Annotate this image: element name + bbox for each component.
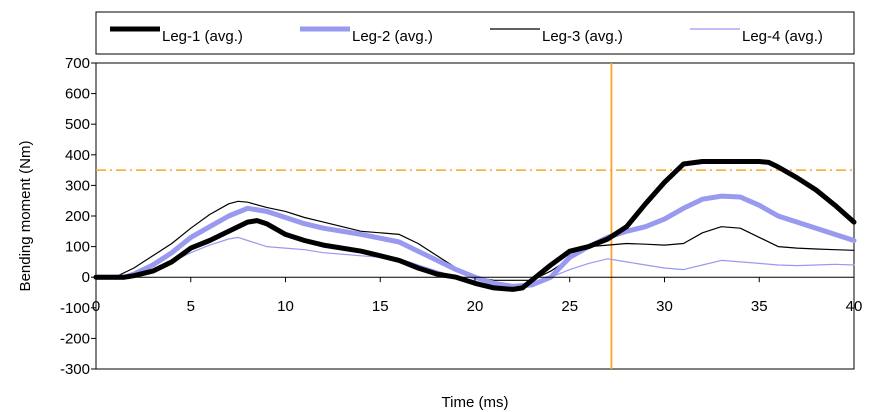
x-tick-label: 15	[372, 298, 389, 315]
y-tick-label: 200	[65, 208, 90, 225]
x-tick-label: 25	[561, 298, 578, 315]
x-tick-label: 20	[467, 298, 484, 315]
x-tick-label: 5	[187, 298, 195, 315]
y-tick-labels: -300 -200 -100 0 100 200 300 400 500 600 700	[60, 55, 90, 378]
x-axis-title: Time (ms)	[442, 394, 509, 411]
y-axis-title: Bending moment (Nm)	[17, 141, 34, 292]
y-tick-label: -300	[60, 361, 90, 378]
y-tick-label: 0	[82, 269, 90, 286]
legend-label-4: Leg-4 (avg.)	[742, 28, 823, 45]
plot-area	[95, 62, 855, 370]
legend: Leg-1 (avg.) Leg-2 (avg.) Leg-3 (avg.) Leg-…	[95, 11, 855, 55]
y-tick-label: 100	[65, 239, 90, 256]
legend-box	[95, 11, 855, 55]
y-tick-label: -100	[60, 300, 90, 317]
x-tick-label: 0	[92, 298, 100, 315]
y-tick-label: -200	[60, 330, 90, 347]
y-tick-label: 400	[65, 147, 90, 164]
reference-lines	[96, 63, 854, 369]
x-tick-labels: 0 5 10 15 20 25 30 35 40	[92, 298, 863, 315]
axes	[91, 62, 855, 370]
legend-label-3: Leg-3 (avg.)	[542, 28, 623, 45]
x-tick-label: 35	[751, 298, 768, 315]
legend-label-1: Leg-1 (avg.)	[162, 28, 243, 45]
x-tick-label: 10	[277, 298, 294, 315]
y-tick-label: 300	[65, 177, 90, 194]
y-tick-label: 700	[65, 55, 90, 72]
legend-label-2: Leg-2 (avg.)	[352, 28, 433, 45]
x-tick-label: 30	[656, 298, 673, 315]
y-tick-label: 500	[65, 116, 90, 133]
series-line-1	[93, 159, 857, 292]
x-tick-label: 40	[846, 298, 863, 315]
series-line-2	[93, 193, 857, 289]
y-tick-label: 600	[65, 86, 90, 103]
